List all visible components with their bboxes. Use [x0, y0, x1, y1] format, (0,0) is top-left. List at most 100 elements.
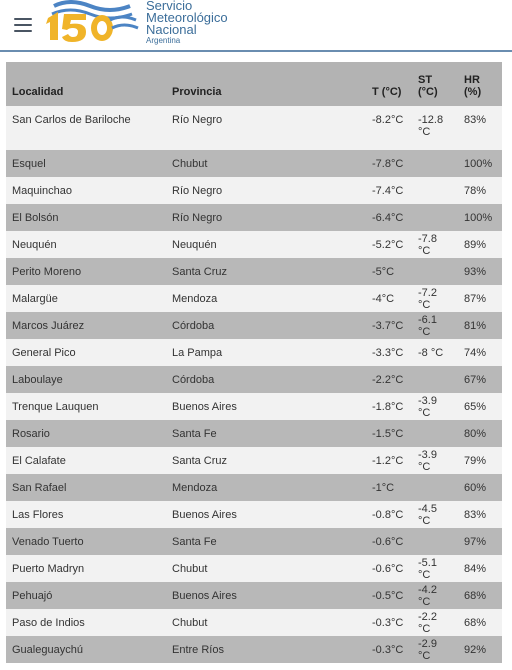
cell-provincia: Buenos Aires [172, 508, 237, 521]
temperature-table: Localidad Provincia T (°C) ST (°C) HR (%… [6, 62, 502, 663]
cell-humedad: 81% [464, 319, 487, 332]
cell-sensacion-termica [412, 366, 458, 393]
cell-temperature: -1.5°C [372, 427, 404, 440]
cell-localidad: Trenque Lauquen [12, 400, 99, 413]
cell-sensacion-termica: -12.8 °C [418, 114, 444, 138]
cell-provincia: Río Negro [172, 184, 223, 197]
table-row: Esquel Chubut -7.8°C 100% [6, 150, 502, 177]
cell-localidad: El Bolsón [12, 211, 59, 224]
cell-provincia: Río Negro [172, 211, 223, 224]
cell-temperature: -0.3°C [372, 643, 404, 656]
table-row: Laboulaye Córdoba -2.2°C 67% [6, 366, 502, 393]
hamburger-menu-icon[interactable] [14, 18, 32, 32]
cell-humedad: 74% [464, 346, 487, 359]
cell-temperature: -0.6°C [372, 562, 404, 575]
table-row: Marcos Juárez Córdoba -3.7°C -6.1 °C 81% [6, 312, 502, 339]
cell-humedad: 100% [464, 211, 493, 224]
temperature-table-container: Localidad Provincia T (°C) ST (°C) HR (%… [6, 62, 502, 663]
cell-sensacion-termica [412, 258, 458, 285]
cell-sensacion-termica: -6.1 °C [418, 313, 437, 338]
table-row: Venado Tuerto Santa Fe -0.6°C 97% [6, 528, 502, 555]
cell-humedad: 93% [464, 265, 487, 278]
cell-localidad: Neuquén [12, 238, 57, 251]
cell-provincia: Buenos Aires [172, 400, 237, 413]
cell-localidad: Puerto Madryn [12, 562, 85, 575]
cell-temperature: -1.8°C [372, 400, 404, 413]
cell-sensacion-termica: -3.9 °C [418, 394, 437, 419]
cell-provincia: Santa Cruz [172, 265, 228, 278]
cell-localidad: Esquel [12, 157, 46, 170]
cell-temperature: -1°C [372, 481, 395, 494]
cell-sensacion-termica [412, 528, 458, 555]
cell-temperature: -0.5°C [372, 589, 404, 602]
header-provincia[interactable]: Provincia [172, 86, 222, 98]
cell-sensacion-termica [412, 474, 458, 501]
org-line-4: Argentina [146, 36, 181, 45]
table-row: Puerto Madryn Chubut -0.6°C -5.1 °C 84% [6, 555, 502, 582]
cell-temperature: -0.6°C [372, 535, 404, 548]
header-temperature[interactable]: T (°C) [372, 86, 402, 98]
table-row: Neuquén Neuquén -5.2°C -7.8 °C 89% [6, 231, 502, 258]
cell-humedad: 92% [464, 643, 487, 656]
cell-humedad: 83% [464, 114, 487, 126]
table-row: Perito Moreno Santa Cruz -5°C 93% [6, 258, 502, 285]
cell-localidad: Las Flores [12, 508, 64, 521]
cell-humedad: 100% [464, 157, 493, 170]
cell-sensacion-termica: -7.2 °C [418, 286, 437, 311]
org-line-1: Servicio [146, 0, 193, 13]
cell-sensacion-termica: -7.8 °C [418, 232, 437, 257]
cell-provincia: Mendoza [172, 481, 218, 494]
cell-temperature: -0.8°C [372, 508, 404, 521]
cell-provincia: Santa Cruz [172, 454, 228, 467]
cell-localidad: Marcos Juárez [12, 319, 85, 332]
header-localidad[interactable]: Localidad [12, 86, 64, 98]
table-row: Trenque Lauquen Buenos Aires -1.8°C -3.9 °C… [6, 393, 502, 420]
cell-sensacion-termica: -4.2 °C [418, 583, 437, 608]
header-sensacion-termica[interactable]: ST (°C) [418, 74, 438, 98]
cell-humedad: 97% [464, 535, 487, 548]
cell-localidad: Perito Moreno [12, 265, 82, 278]
cell-localidad: San Rafael [12, 481, 67, 494]
cell-localidad: Venado Tuerto [12, 535, 84, 548]
org-line-3: Nacional [146, 22, 197, 37]
table-row: Rosario Santa Fe -1.5°C 80% [6, 420, 502, 447]
cell-localidad: Rosario [12, 427, 50, 440]
cell-temperature: -7.4°C [372, 184, 404, 197]
cell-sensacion-termica: -8 °C [418, 346, 444, 359]
cell-sensacion-termica: -2.2 °C [418, 610, 437, 635]
cell-temperature: -3.7°C [372, 319, 404, 332]
cell-provincia: Santa Fe [172, 535, 217, 548]
cell-provincia: Mendoza [172, 292, 218, 305]
table-row: Malargüe Mendoza -4°C -7.2 °C 87% [6, 285, 502, 312]
cell-humedad: 60% [464, 481, 487, 494]
cell-provincia: Neuquén [172, 238, 217, 251]
table-row: San Carlos de Bariloche Río Negro -8.2°C -1… [6, 106, 502, 150]
table-row: Paso de Indios Chubut -0.3°C -2.2 °C 68% [6, 609, 502, 636]
cell-provincia: Chubut [172, 157, 208, 170]
cell-provincia: Córdoba [172, 373, 215, 386]
smn-150-logo[interactable] [40, 0, 140, 46]
cell-localidad: San Carlos de Bariloche [12, 114, 131, 126]
cell-provincia: Chubut [172, 562, 208, 575]
cell-localidad: General Pico [12, 346, 76, 359]
table-row: Las Flores Buenos Aires -0.8°C -4.5 °C 83% [6, 501, 502, 528]
cell-temperature: -6.4°C [372, 211, 404, 224]
cell-humedad: 67% [464, 373, 487, 386]
cell-sensacion-termica: -3.9 °C [418, 448, 437, 473]
cell-localidad: El Calafate [12, 454, 66, 467]
cell-temperature: -2.2°C [372, 373, 404, 386]
cell-localidad: Laboulaye [12, 373, 63, 386]
cell-localidad: Gualeguaychú [12, 643, 83, 656]
cell-sensacion-termica: -2.9 °C [418, 637, 437, 662]
cell-provincia: Buenos Aires [172, 589, 237, 602]
cell-temperature: -7.8°C [372, 157, 404, 170]
table-row: Gualeguaychú Entre Ríos -0.3°C -2.9 °C 92% [6, 636, 502, 663]
cell-temperature: -0.3°C [372, 616, 404, 629]
cell-humedad: 78% [464, 184, 487, 197]
cell-temperature: -3.3°C [372, 346, 404, 359]
cell-provincia: Córdoba [172, 319, 215, 332]
cell-humedad: 68% [464, 589, 487, 602]
table-row: General Pico La Pampa -3.3°C -8 °C 74% [6, 339, 502, 366]
table-body: San Carlos de Bariloche Río Negro -8.2°C -1… [6, 106, 502, 663]
header-humedad[interactable]: HR (%) [464, 74, 482, 98]
